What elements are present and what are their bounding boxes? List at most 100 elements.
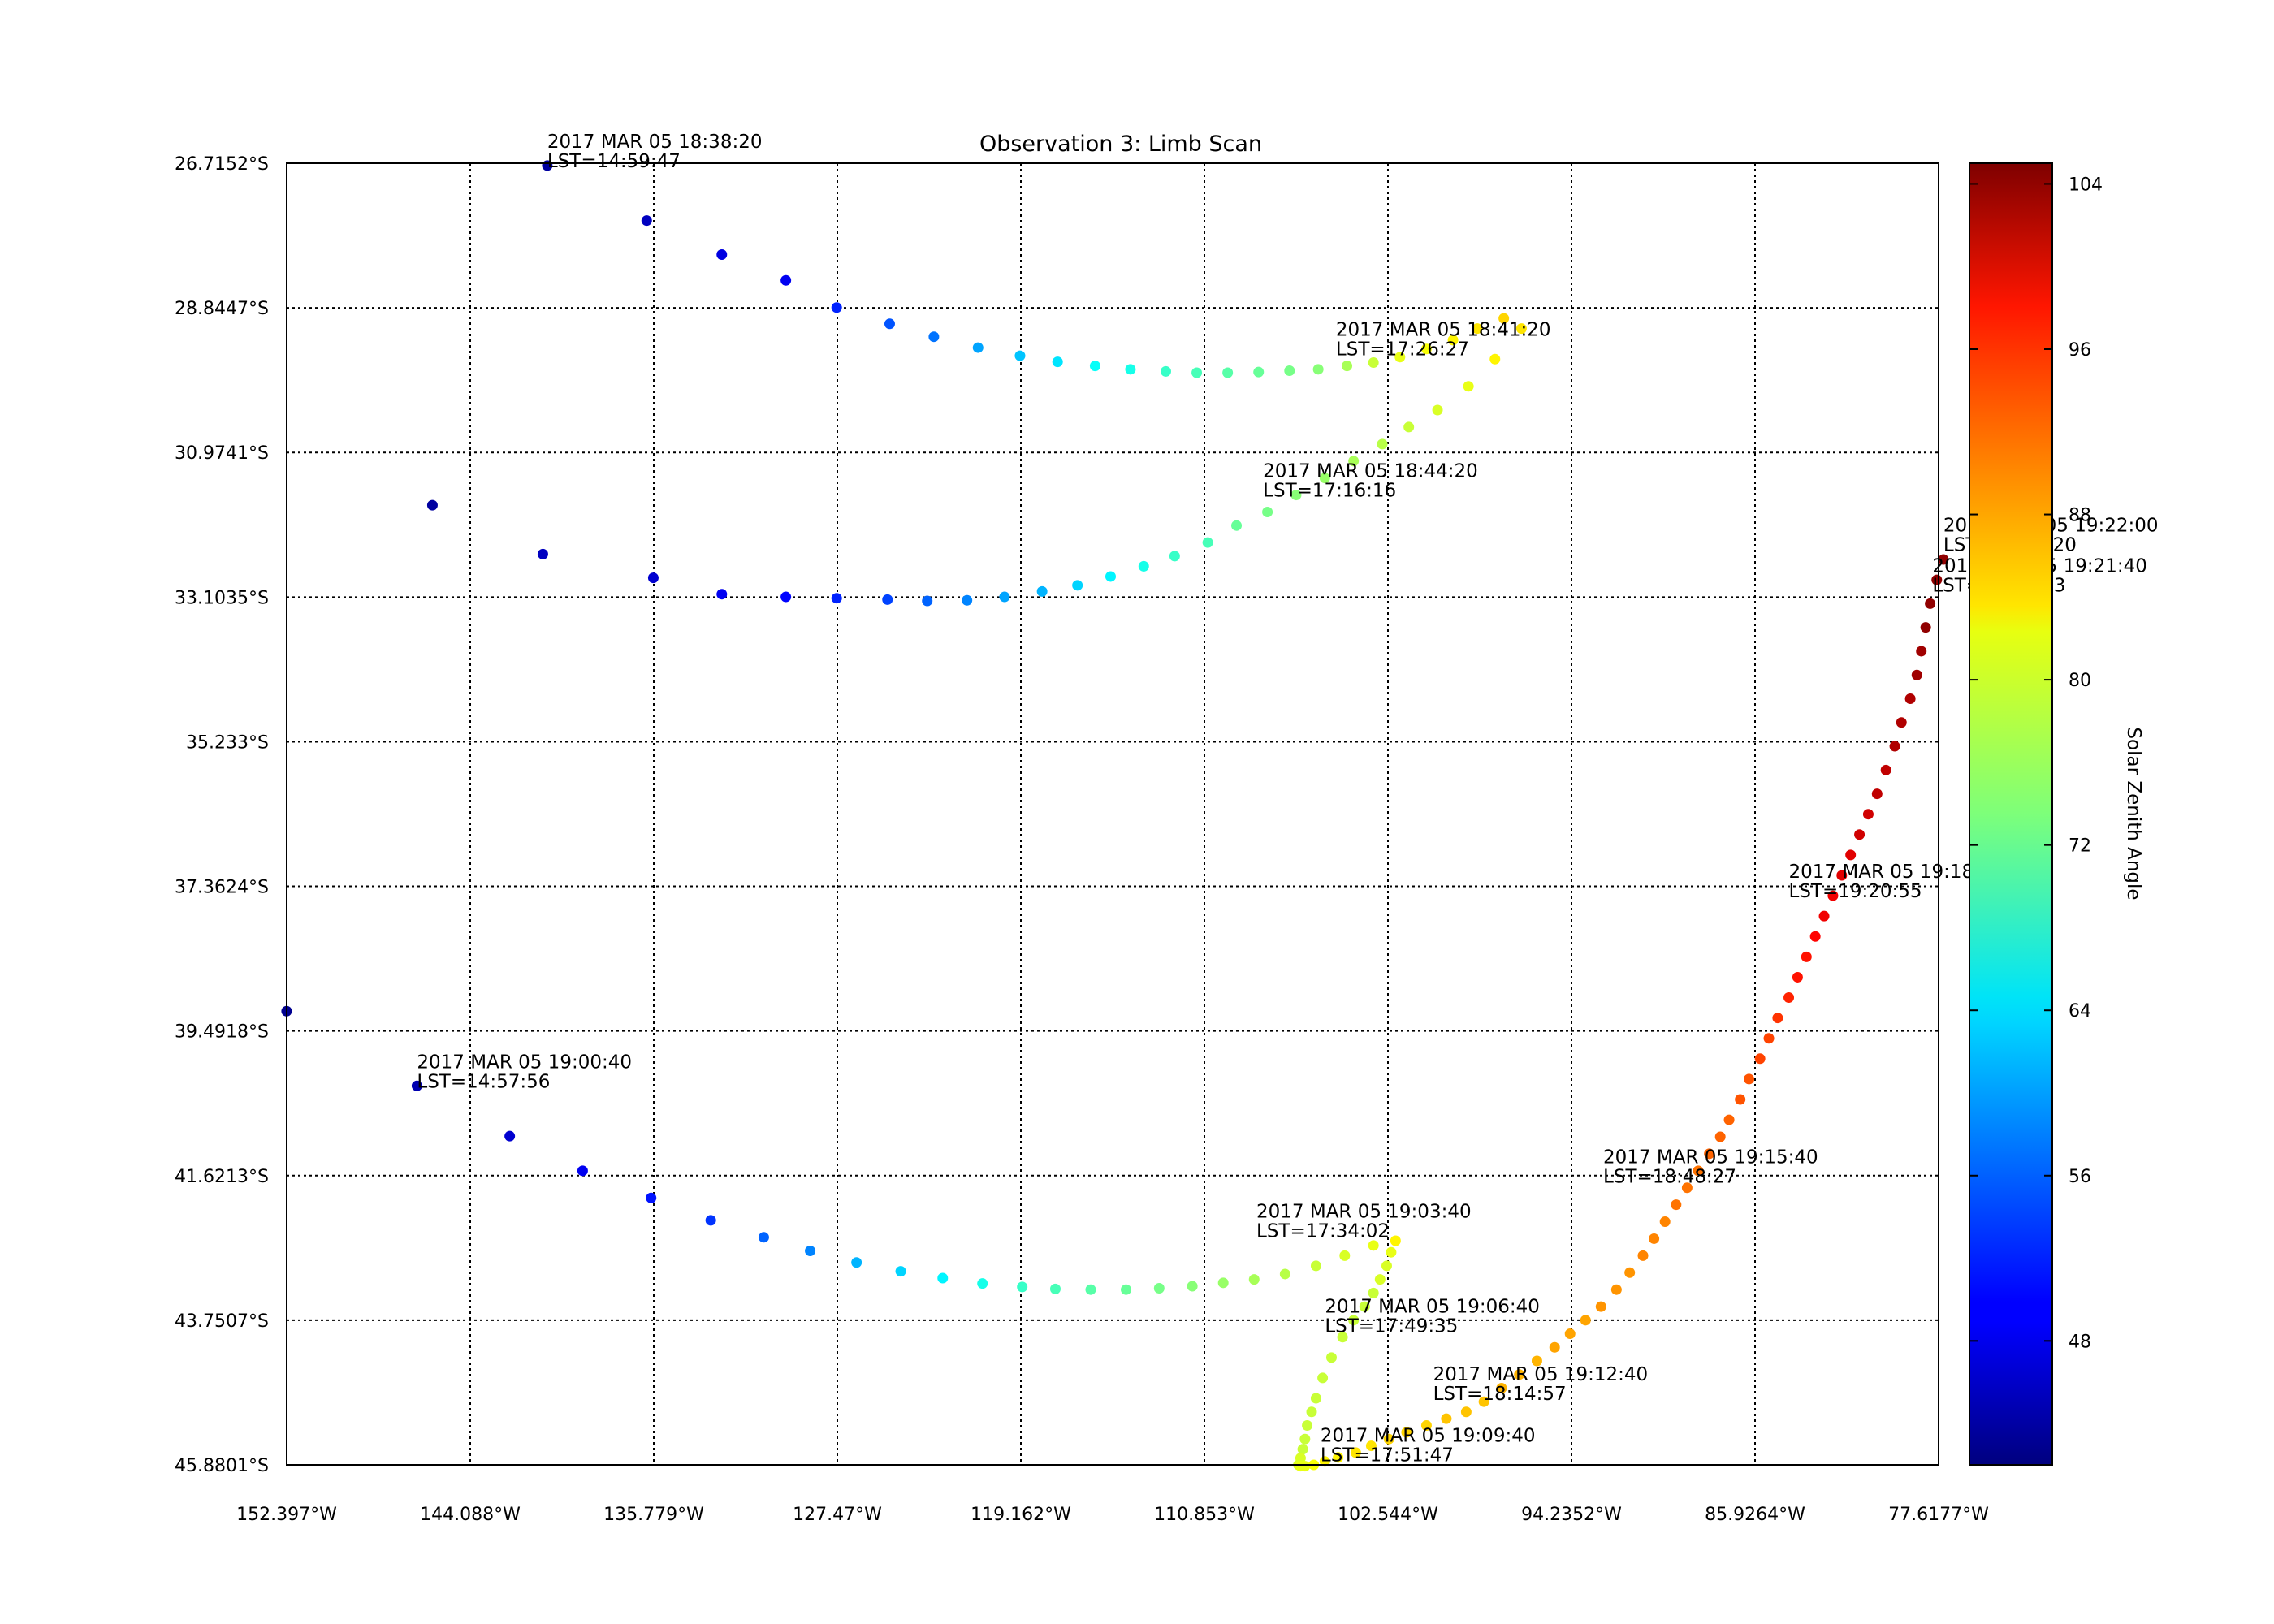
- y-tick-label: 41.6213°S: [175, 1167, 269, 1187]
- data-point: [1089, 361, 1100, 372]
- data-point: [1496, 1382, 1507, 1393]
- annotation-lst: LST=14:57:56: [417, 1071, 550, 1092]
- data-point: [1854, 829, 1865, 840]
- data-point: [647, 572, 659, 584]
- data-point: [1772, 1013, 1783, 1024]
- y-tick-label: 35.233°S: [186, 732, 269, 753]
- data-point: [1401, 1427, 1412, 1438]
- x-tick-label: 102.544°W: [1338, 1505, 1438, 1525]
- data-point: [882, 594, 893, 605]
- annotation-lst: LST=17:16:16: [1263, 481, 1396, 502]
- data-point: [1441, 1413, 1452, 1424]
- data-point: [1297, 1444, 1308, 1455]
- y-axis-ticks: 26.7152°S 28.8447°S 30.9741°S 33.1035°S 35.2…: [175, 154, 269, 1476]
- data-point: [1191, 367, 1203, 378]
- chart-title: Observation 3: Limb Scan: [979, 132, 1262, 157]
- data-point: [1531, 1355, 1542, 1367]
- data-point: [1637, 1250, 1649, 1261]
- data-point: [1911, 669, 1922, 680]
- x-tick-label: 144.088°W: [420, 1505, 521, 1525]
- data-point: [1801, 951, 1812, 962]
- data-point: [1310, 1393, 1321, 1404]
- y-tick-label: 28.8447°S: [175, 299, 269, 319]
- x-tick-label: 119.162°W: [971, 1505, 1071, 1525]
- data-point: [1624, 1267, 1636, 1278]
- y-tick-label: 30.9741°S: [175, 443, 269, 464]
- data-point: [977, 1278, 988, 1289]
- annotation-lst: LST=17:26:27: [1336, 339, 1469, 361]
- data-point: [1125, 364, 1136, 375]
- data-point: [1735, 1094, 1746, 1105]
- data-point: [1017, 1281, 1028, 1293]
- y-tick-label: 33.1035°S: [175, 588, 269, 608]
- data-point: [1472, 323, 1483, 335]
- data-points: [281, 160, 1949, 1472]
- data-point: [1920, 622, 1931, 633]
- annotation-time: 2017 MAR 05 19:06:40: [1325, 1296, 1540, 1317]
- colorbar-tick-label: 72: [2069, 836, 2091, 857]
- colorbar-label: Solar Zenith Angle: [2123, 727, 2144, 900]
- data-point: [1299, 1461, 1311, 1472]
- x-tick-label: 77.6177°W: [1888, 1505, 1989, 1525]
- data-point: [1279, 1268, 1290, 1280]
- data-point: [705, 1215, 716, 1226]
- data-point: [758, 1232, 769, 1243]
- data-point: [1564, 1328, 1576, 1340]
- data-point: [504, 1130, 516, 1142]
- data-point: [1792, 971, 1803, 983]
- data-point: [831, 302, 842, 313]
- data-point: [1138, 560, 1149, 572]
- data-point: [1693, 1165, 1704, 1177]
- data-point: [1744, 1073, 1755, 1085]
- data-point: [1299, 1433, 1311, 1445]
- y-tick-label: 37.3624°S: [175, 878, 269, 898]
- data-point: [1671, 1199, 1682, 1211]
- data-point: [884, 318, 895, 330]
- data-point: [1368, 1287, 1379, 1298]
- annotation-lst: LST=18:14:57: [1433, 1384, 1567, 1405]
- data-point: [1463, 381, 1474, 392]
- data-point: [1681, 1182, 1693, 1194]
- data-point: [1374, 1274, 1386, 1285]
- data-point: [999, 591, 1010, 603]
- data-point: [1337, 1332, 1348, 1343]
- grid-lines: [287, 163, 1939, 1465]
- annotation-time: 2017 MAR 05 19:18:40: [1789, 862, 2004, 883]
- colorbar-tick-label: 56: [2069, 1167, 2091, 1187]
- data-point: [922, 595, 933, 607]
- data-point: [641, 215, 652, 227]
- data-point: [1253, 366, 1265, 378]
- data-point: [1049, 1283, 1061, 1294]
- data-point: [1121, 1284, 1132, 1295]
- data-point: [1845, 849, 1857, 861]
- data-point: [1916, 646, 1927, 657]
- data-point: [1359, 1301, 1370, 1312]
- x-tick-label: 85.9264°W: [1705, 1505, 1805, 1525]
- y-tick-label: 26.7152°S: [175, 154, 269, 175]
- x-axis-ticks: 152.397°W 144.088°W 135.779°W 127.47°W 119.1…: [236, 1505, 1989, 1525]
- data-point: [1460, 1406, 1472, 1418]
- data-point: [962, 594, 973, 606]
- data-point: [780, 591, 792, 603]
- data-point: [895, 1266, 906, 1277]
- colorbar-tick-label: 48: [2069, 1332, 2091, 1352]
- data-point: [1014, 350, 1026, 361]
- annotation-lst: LST=17:51:47: [1321, 1445, 1454, 1466]
- y-tick-label: 39.4918°S: [175, 1022, 269, 1043]
- data-point: [1312, 364, 1324, 375]
- data-point: [1377, 438, 1388, 450]
- data-point: [1478, 1396, 1489, 1407]
- data-point: [1931, 574, 1943, 585]
- data-point: [1248, 1274, 1260, 1285]
- data-point: [1231, 520, 1243, 531]
- data-point: [411, 1080, 422, 1091]
- data-point: [1880, 764, 1891, 775]
- data-point: [1365, 1440, 1377, 1452]
- data-point: [1368, 1240, 1379, 1251]
- data-point: [1889, 741, 1900, 752]
